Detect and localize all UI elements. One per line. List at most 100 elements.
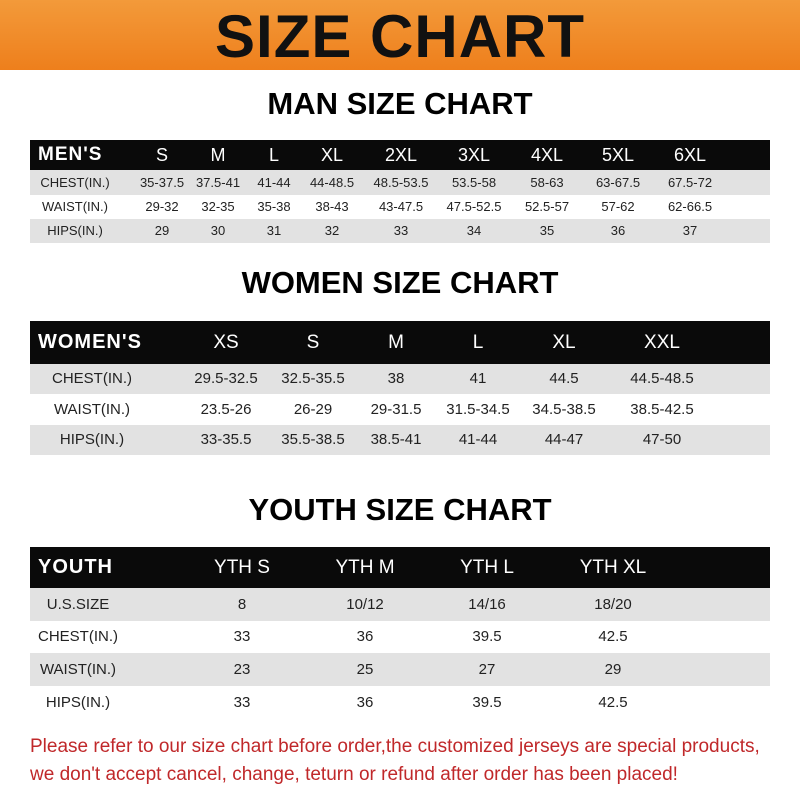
size-value: 26-29 <box>293 401 333 418</box>
size-value: 48.5-53.5 <box>373 175 429 190</box>
notice-line-2: we don't accept cancel, change, teturn o… <box>30 764 678 785</box>
size-value: 32-35 <box>201 199 235 214</box>
size-header: XL <box>320 145 344 165</box>
size-value: 43-47.5 <box>378 199 424 214</box>
table-row: WAIST(IN.) 29-32 32-35 35-38 38-43 43-47.5 47.… <box>30 195 770 219</box>
size-value: 37.5-41 <box>195 175 241 190</box>
size-header: 3XL <box>457 145 491 165</box>
size-value: 32.5-35.5 <box>281 370 345 387</box>
size-value: 8 <box>237 596 247 613</box>
size-header: 4XL <box>530 145 564 165</box>
size-header: YTH M <box>335 557 395 578</box>
row-label: CHEST(IN.) <box>40 175 110 190</box>
table-row: U.S.SIZE 8 10/12 14/16 18/20 <box>30 588 770 621</box>
table-row: HIPS(IN.) 29 30 31 32 33 34 35 36 37 <box>30 219 770 243</box>
size-value: 41-44 <box>458 431 498 448</box>
men-size-table: MEN'S S M L XL 2XL 3XL 4XL 5XL 6XL CHEST(IN.) 35-37… <box>30 140 770 243</box>
size-value: 23 <box>233 661 251 678</box>
size-value: 18/20 <box>594 596 632 613</box>
size-value: 32 <box>324 223 340 238</box>
size-value: 38 <box>387 370 405 387</box>
size-value: 63-67.5 <box>595 175 641 190</box>
size-value: 25 <box>356 661 374 678</box>
size-header: 6XL <box>673 145 707 165</box>
size-value: 33 <box>393 223 409 238</box>
size-header: XS <box>213 332 239 353</box>
size-value: 47-50 <box>642 431 682 448</box>
size-value: 35-38 <box>257 199 291 214</box>
size-value: 35-37.5 <box>139 175 185 190</box>
table-corner-label: MEN'S <box>38 144 103 165</box>
notice-line-1: Please refer to our size chart before or… <box>30 736 760 757</box>
size-header: YTH S <box>214 557 270 578</box>
title-banner: SIZE CHART <box>0 0 800 70</box>
row-label: HIPS(IN.) <box>45 694 111 711</box>
size-value: 44.5-48.5 <box>630 370 694 387</box>
youth-section-title: YOUTH SIZE CHART <box>248 492 552 527</box>
size-value: 38-43 <box>315 199 349 214</box>
size-value: 33 <box>233 628 251 645</box>
size-value: 29.5-32.5 <box>194 370 258 387</box>
size-value: 23.5-26 <box>200 401 252 418</box>
size-value: 10/12 <box>346 596 384 613</box>
table-row: HIPS(IN.) 33 36 39.5 42.5 <box>30 686 770 719</box>
size-value: 53.5-58 <box>451 175 497 190</box>
size-value: 57-62 <box>601 199 635 214</box>
size-value: 44-48.5 <box>309 175 355 190</box>
row-label: U.S.SIZE <box>46 596 110 613</box>
size-value: 47.5-52.5 <box>446 199 502 214</box>
row-label: HIPS(IN.) <box>47 223 103 238</box>
size-value: 29 <box>154 223 170 238</box>
row-label: HIPS(IN.) <box>59 431 125 448</box>
size-header: S <box>306 332 320 353</box>
header-row: YOUTH YTH S YTH M YTH L YTH XL <box>30 547 770 588</box>
row-label: CHEST(IN.) <box>52 370 132 387</box>
row-label: WAIST(IN.) <box>39 661 117 678</box>
size-value: 34.5-38.5 <box>532 401 596 418</box>
header-row: WOMEN'S XS S M L XL XXL <box>30 321 770 364</box>
size-value: 33 <box>233 694 251 711</box>
size-header: YTH L <box>460 557 514 578</box>
size-header: XL <box>552 332 576 353</box>
table-row: WAIST(IN.) 23 25 27 29 <box>30 653 770 686</box>
size-value: 27 <box>478 661 496 678</box>
table-row: CHEST(IN.) 33 36 39.5 42.5 <box>30 621 770 653</box>
size-value: 58-63 <box>530 175 564 190</box>
size-value: 41-44 <box>257 175 291 190</box>
youth-size-table: YOUTH YTH S YTH M YTH L YTH XL U.S.SIZE 8 10/12… <box>30 547 770 719</box>
size-value: 44-47 <box>544 431 584 448</box>
table-row: WAIST(IN.) 23.5-26 26-29 29-31.5 31.5-34.5 34… <box>30 394 770 425</box>
women-section-title: WOMEN SIZE CHART <box>241 265 559 300</box>
size-value: 35.5-38.5 <box>281 431 345 448</box>
table-row: HIPS(IN.) 33-35.5 35.5-38.5 38.5-41 41-44 44-… <box>30 425 770 455</box>
size-value: 52.5-57 <box>524 199 570 214</box>
size-value: 42.5 <box>598 694 628 711</box>
size-header: XXL <box>644 332 680 353</box>
size-value: 29-32 <box>145 199 179 214</box>
size-value: 37 <box>682 223 698 238</box>
row-label: WAIST(IN.) <box>53 401 131 418</box>
page-title: SIZE CHART <box>215 3 585 70</box>
size-value: 38.5-41 <box>370 431 422 448</box>
table-row: CHEST(IN.) 29.5-32.5 32.5-35.5 38 41 44.5 44.5… <box>30 364 770 394</box>
table-corner-label: WOMEN'S <box>38 331 142 353</box>
size-value: 34 <box>466 223 482 238</box>
row-label: WAIST(IN.) <box>42 199 108 214</box>
size-header: L <box>472 332 484 353</box>
table-row: CHEST(IN.) 35-37.5 37.5-41 41-44 44-48.5 48.5… <box>30 170 770 195</box>
row-label: CHEST(IN.) <box>38 628 118 645</box>
size-value: 42.5 <box>598 628 628 645</box>
size-header: L <box>268 145 280 165</box>
size-value: 30 <box>210 223 226 238</box>
size-value: 62-66.5 <box>667 199 713 214</box>
size-value: 39.5 <box>472 694 502 711</box>
size-value: 35 <box>539 223 555 238</box>
men-section-title: MAN SIZE CHART <box>267 86 533 121</box>
table-corner-label: YOUTH <box>38 556 113 578</box>
size-header: YTH XL <box>579 557 647 578</box>
size-value: 41 <box>469 370 487 387</box>
size-header: 2XL <box>384 145 418 165</box>
size-value: 33-35.5 <box>200 431 252 448</box>
women-size-table: WOMEN'S XS S M L XL XXL CHEST(IN.) 29.5-32.5 32.5… <box>30 321 770 455</box>
size-header: 5XL <box>601 145 635 165</box>
